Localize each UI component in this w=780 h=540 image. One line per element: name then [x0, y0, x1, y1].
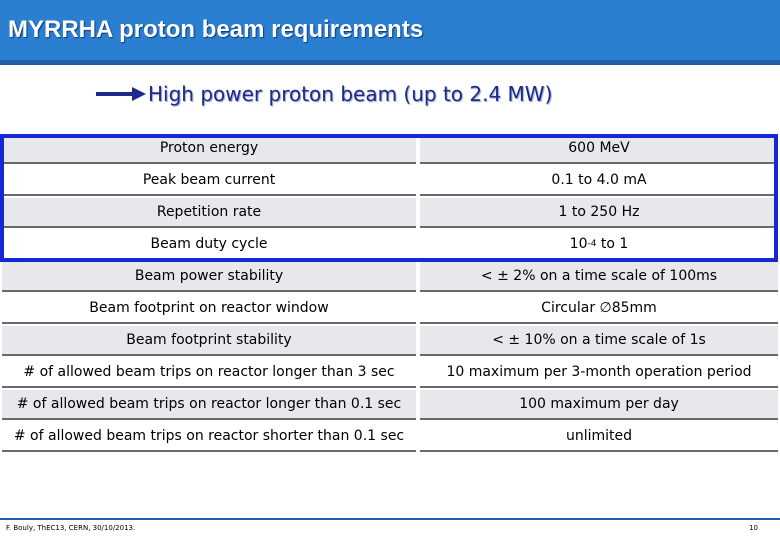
table-row: # of allowed beam trips on reactor longe… [0, 358, 780, 390]
param-cell: # of allowed beam trips on reactor longe… [2, 390, 416, 420]
param-cell: Beam power stability [2, 262, 416, 292]
param-cell: Proton energy [2, 134, 416, 164]
param-cell: Beam duty cycle [2, 230, 416, 260]
title-bar: MYRRHA proton beam requirements [0, 0, 780, 60]
table-row: Peak beam current 0.1 to 4.0 mA [0, 166, 780, 198]
subtitle-row: High power proton beam (up to 2.4 MW) [96, 80, 552, 108]
param-cell: # of allowed beam trips on reactor longe… [2, 358, 416, 388]
requirements-table: Proton energy 600 MeV Peak beam current … [0, 134, 780, 454]
table-row: Beam power stability < ± 2% on a time sc… [0, 262, 780, 294]
param-cell: Beam footprint on reactor window [2, 294, 416, 324]
table-row: Repetition rate 1 to 250 Hz [0, 198, 780, 230]
title-underline [0, 60, 780, 65]
value-cell: 1 to 250 Hz [420, 198, 778, 228]
slide-title: MYRRHA proton beam requirements [8, 16, 424, 43]
param-cell: Beam footprint stability [2, 326, 416, 356]
value-cell: Circular ∅85mm [420, 294, 778, 324]
value-base: 10 [569, 236, 588, 252]
value-cell: < ± 10% on a time scale of 1s [420, 326, 778, 356]
table-row: Proton energy 600 MeV [0, 134, 780, 166]
slide-subtitle: High power proton beam (up to 2.4 MW) [148, 82, 553, 106]
param-cell: # of allowed beam trips on reactor short… [2, 422, 416, 452]
value-cell: < ± 2% on a time scale of 100ms [420, 262, 778, 292]
value-cell: 10 maximum per 3-month operation period [420, 358, 778, 388]
value-cell: 600 MeV [420, 134, 778, 164]
table-row: # of allowed beam trips on reactor longe… [0, 390, 780, 422]
param-cell: Peak beam current [2, 166, 416, 196]
value-tail: to 1 [596, 236, 629, 252]
value-cell: 100 maximum per day [420, 390, 778, 420]
value-cell: unlimited [420, 422, 778, 452]
footer-divider [0, 518, 780, 520]
table-row: Beam footprint on reactor window Circula… [0, 294, 780, 326]
table-row: Beam footprint stability < ± 10% on a ti… [0, 326, 780, 358]
footer-credit: F. Bouly, ThEC13, CERN, 30/10/2013. [6, 524, 136, 532]
table-row: Beam duty cycle 10 -4 to 1 [0, 230, 780, 262]
param-cell: Repetition rate [2, 198, 416, 228]
arrow-right-icon [96, 87, 146, 101]
table-row: # of allowed beam trips on reactor short… [0, 422, 780, 454]
value-cell: 0.1 to 4.0 mA [420, 166, 778, 196]
page-number: 10 [749, 524, 758, 532]
value-cell: 10 -4 to 1 [420, 230, 778, 260]
